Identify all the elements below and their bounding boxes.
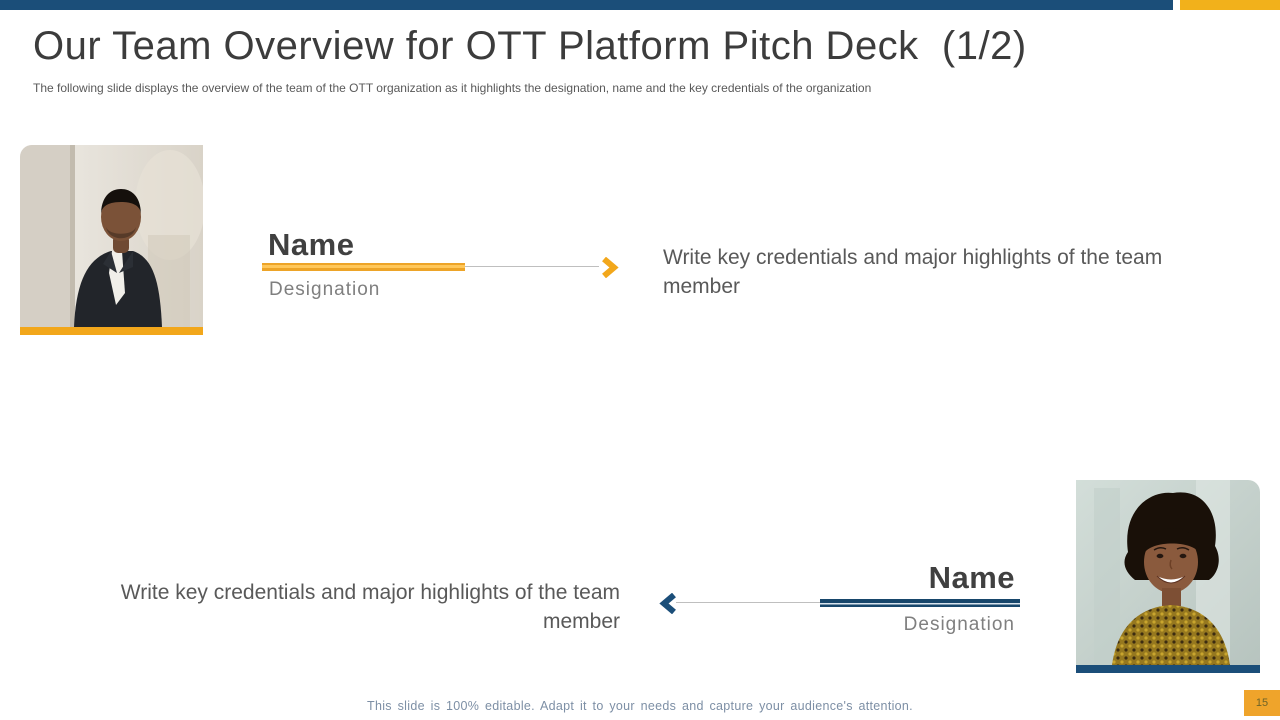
member1-connector-line [465, 266, 599, 267]
male-portrait-illustration [20, 145, 203, 327]
member1-accent-line [262, 263, 465, 271]
member2-name: Name [928, 560, 1015, 595]
photo-underline-bar-yellow [20, 327, 203, 335]
member1-credentials-text: Write key credentials and major highligh… [663, 246, 1163, 298]
member1-designation: Designation [269, 279, 381, 300]
page-title: Our Team Overview for OTT Platform Pitch… [33, 24, 1027, 68]
top-accent-bar-yellow [1180, 0, 1280, 10]
photo-underline-bar-blue [1076, 665, 1260, 673]
male-portrait-photo [20, 145, 203, 327]
chevron-left-icon [656, 592, 680, 615]
page-subtitle: The following slide displays the overvie… [33, 81, 872, 95]
member2-designation: Designation [903, 614, 1015, 635]
member2-connector-line [676, 602, 820, 603]
female-portrait-photo [1076, 480, 1260, 665]
member2-credentials-text: Write key credentials and major highligh… [120, 581, 620, 633]
member2-accent-line [820, 599, 1020, 607]
female-portrait-illustration [1076, 480, 1260, 665]
footer-note: This slide is 100% editable. Adapt it to… [367, 699, 913, 713]
top-accent-bar-blue [0, 0, 1173, 10]
page-number-badge: 15 [1244, 690, 1280, 716]
member1-name: Name [268, 227, 355, 262]
chevron-right-icon [598, 256, 622, 279]
page-number: 15 [1255, 697, 1269, 709]
